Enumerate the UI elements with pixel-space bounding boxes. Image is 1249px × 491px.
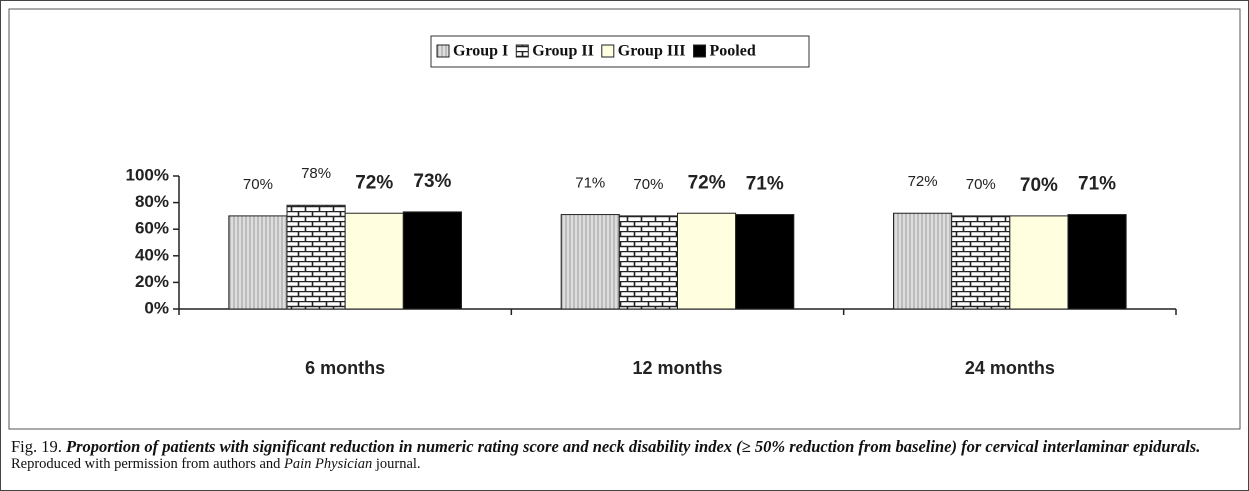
legend-box <box>430 35 810 68</box>
y-tick-label: 40% <box>135 245 169 264</box>
chart-frame <box>8 8 1241 430</box>
value-label: 72% <box>908 173 938 190</box>
y-tick-label: 60% <box>135 219 169 238</box>
caption-text: Proportion of patients with significant … <box>66 437 1201 456</box>
bar <box>735 214 795 310</box>
x-tick-label: 12 months <box>632 358 722 378</box>
bar <box>286 204 346 310</box>
chart: Group I Group II Group III Pooled 0% 20% 40% 6… <box>8 8 1241 430</box>
bar <box>1067 214 1127 310</box>
caption: Fig. 19. Proportion of patients with sig… <box>11 437 1236 473</box>
legend-swatch <box>693 44 707 58</box>
value-label: 71% <box>1078 174 1116 195</box>
legend-swatch <box>601 44 615 58</box>
caption-credit: Reproduced with permission from authors … <box>11 456 1236 473</box>
value-label: 71% <box>746 174 784 195</box>
journal-name: Pain Physician <box>284 456 373 472</box>
value-label: 72% <box>688 172 726 193</box>
bar <box>951 215 1011 310</box>
y-tick-label: 100% <box>126 165 169 184</box>
credit-text: Reproduced with permission from authors … <box>11 456 285 472</box>
legend-swatch <box>515 44 529 58</box>
bar <box>228 215 288 310</box>
bar <box>618 215 679 310</box>
value-label: 70% <box>243 176 273 193</box>
value-label: 70% <box>1020 175 1058 196</box>
y-tick-label: 80% <box>135 192 169 211</box>
credit-text: journal. <box>372 456 421 472</box>
bar <box>344 212 404 310</box>
bar <box>1009 215 1069 310</box>
value-label: 72% <box>355 172 393 193</box>
legend-label: Pooled <box>710 43 756 60</box>
x-tick-label: 24 months <box>965 358 1055 378</box>
bar <box>893 212 953 310</box>
value-label: 71% <box>575 175 605 192</box>
bar <box>560 214 620 310</box>
legend-label: Group I <box>453 43 508 60</box>
legend-label: Group II <box>532 43 594 60</box>
y-tick-label: 20% <box>135 272 169 291</box>
value-label: 70% <box>966 176 996 193</box>
legend-swatch <box>436 44 450 58</box>
y-tick-label: 0% <box>144 298 169 317</box>
bar <box>402 211 462 310</box>
value-label: 73% <box>413 171 451 192</box>
value-label: 78% <box>301 165 331 182</box>
bar <box>677 212 737 310</box>
legend-label: Group III <box>618 43 686 60</box>
value-label: 70% <box>633 176 663 193</box>
legend: Group I Group II Group III Pooled <box>436 43 756 60</box>
figure-label: Fig. 19. <box>11 437 62 456</box>
x-tick-label: 6 months <box>305 358 385 378</box>
caption-main: Fig. 19. Proportion of patients with sig… <box>11 437 1236 456</box>
